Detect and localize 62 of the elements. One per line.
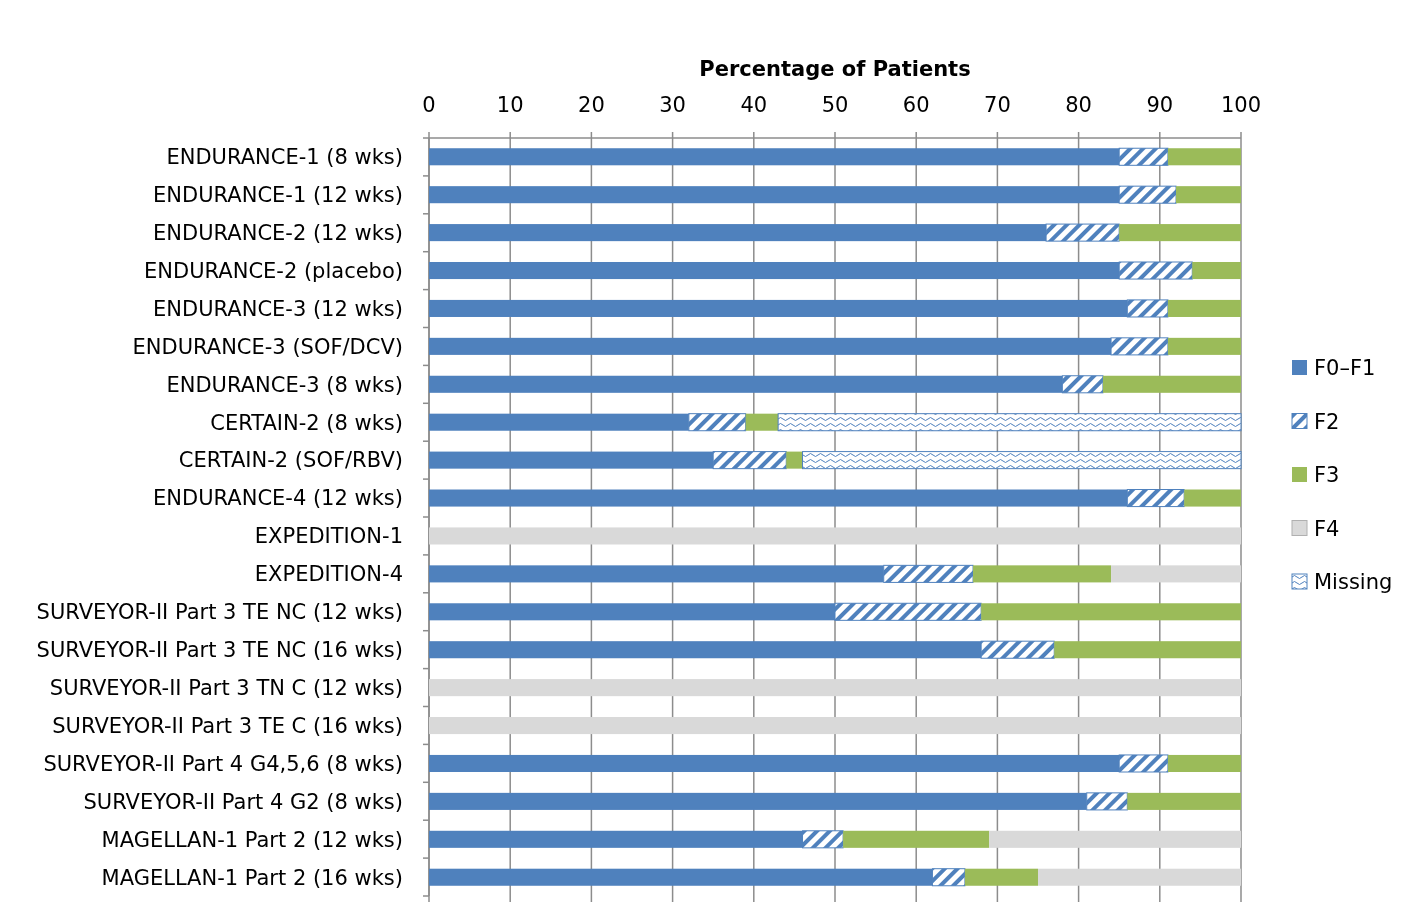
x-axis-title: Percentage of Patients bbox=[699, 57, 971, 81]
x-tick-label: 20 bbox=[578, 93, 605, 117]
x-tick-label: 70 bbox=[984, 93, 1011, 117]
x-tick-label: 40 bbox=[740, 93, 768, 117]
bar bbox=[843, 830, 990, 848]
y-tick-label: CERTAIN-2 (SOF/RBV) bbox=[178, 448, 403, 473]
bar bbox=[1038, 868, 1241, 886]
bar bbox=[973, 565, 1112, 583]
bar bbox=[1111, 565, 1241, 583]
legend-label: F3 bbox=[1314, 463, 1340, 488]
y-tick-label: SURVEYOR-II Part 4 G4,5,6 (8 wks) bbox=[43, 751, 403, 776]
bar bbox=[964, 868, 1038, 886]
bar bbox=[786, 451, 803, 469]
bar bbox=[745, 413, 779, 431]
bar bbox=[1102, 375, 1241, 393]
y-tick-label: ENDURANCE-1 (8 wks) bbox=[166, 145, 403, 170]
x-tick-label: 80 bbox=[1065, 93, 1092, 117]
bar bbox=[981, 603, 1241, 621]
bar bbox=[1167, 754, 1241, 772]
y-tick-label: ENDURANCE-2 (12 wks) bbox=[153, 220, 403, 245]
bar bbox=[802, 451, 1242, 470]
x-tick-label: 60 bbox=[902, 93, 930, 117]
bar bbox=[1176, 186, 1241, 204]
y-tick-label: ENDURANCE-3 (12 wks) bbox=[153, 296, 403, 321]
bar bbox=[989, 830, 1241, 848]
legend-label: F4 bbox=[1314, 516, 1340, 541]
y-tick-label: SURVEYOR-II Part 3 TE NC (12 wks) bbox=[36, 600, 403, 625]
y-tick-label: EXPEDITION-4 bbox=[254, 562, 403, 587]
y-tick-label: EXPEDITION-1 bbox=[254, 524, 403, 549]
y-tick-label: SURVEYOR-II Part 3 TE C (16 wks) bbox=[52, 713, 403, 738]
y-tick-label: ENDURANCE-2 (placebo) bbox=[144, 258, 403, 283]
bar bbox=[1119, 224, 1241, 242]
bar bbox=[429, 717, 1241, 735]
bar bbox=[429, 527, 1241, 545]
bar bbox=[429, 679, 1241, 697]
x-tick-label: 90 bbox=[1146, 93, 1174, 117]
x-tick-label: 10 bbox=[496, 93, 524, 117]
y-tick-label: SURVEYOR-II Part 4 G2 (8 wks) bbox=[83, 789, 403, 814]
y-tick-label: ENDURANCE-3 (8 wks) bbox=[166, 372, 403, 397]
y-tick-label: CERTAIN-2 (8 wks) bbox=[210, 410, 403, 435]
x-tick-label: 100 bbox=[1220, 93, 1262, 117]
bar bbox=[1054, 641, 1241, 659]
legend-label: F0–F1 bbox=[1314, 356, 1376, 381]
y-tick-label: SURVEYOR-II Part 3 TN C (12 wks) bbox=[49, 675, 403, 700]
y-tick-label: SURVEYOR-II Part 3 TE NC (16 wks) bbox=[36, 638, 403, 663]
y-tick-label: MAGELLAN-1 Part 2 (12 wks) bbox=[101, 827, 403, 852]
y-tick-label: ENDURANCE-1 (12 wks) bbox=[153, 183, 403, 208]
bar bbox=[1192, 262, 1241, 280]
y-tick-label: ENDURANCE-3 (SOF/DCV) bbox=[132, 334, 403, 359]
y-tick-label: MAGELLAN-1 Part 2 (16 wks) bbox=[101, 865, 403, 890]
x-tick-label: 30 bbox=[659, 93, 686, 117]
bar bbox=[1127, 792, 1241, 810]
bar bbox=[1184, 489, 1241, 507]
x-tick-label: 50 bbox=[821, 93, 849, 117]
legend-label: F2 bbox=[1314, 409, 1340, 434]
x-tick-label: 0 bbox=[422, 93, 436, 117]
legend-label: Missing bbox=[1314, 570, 1393, 595]
bar bbox=[1167, 299, 1241, 317]
bar bbox=[1167, 337, 1241, 355]
bar bbox=[777, 413, 1242, 432]
y-tick-label: ENDURANCE-4 (12 wks) bbox=[153, 486, 403, 511]
bar bbox=[1167, 148, 1241, 166]
